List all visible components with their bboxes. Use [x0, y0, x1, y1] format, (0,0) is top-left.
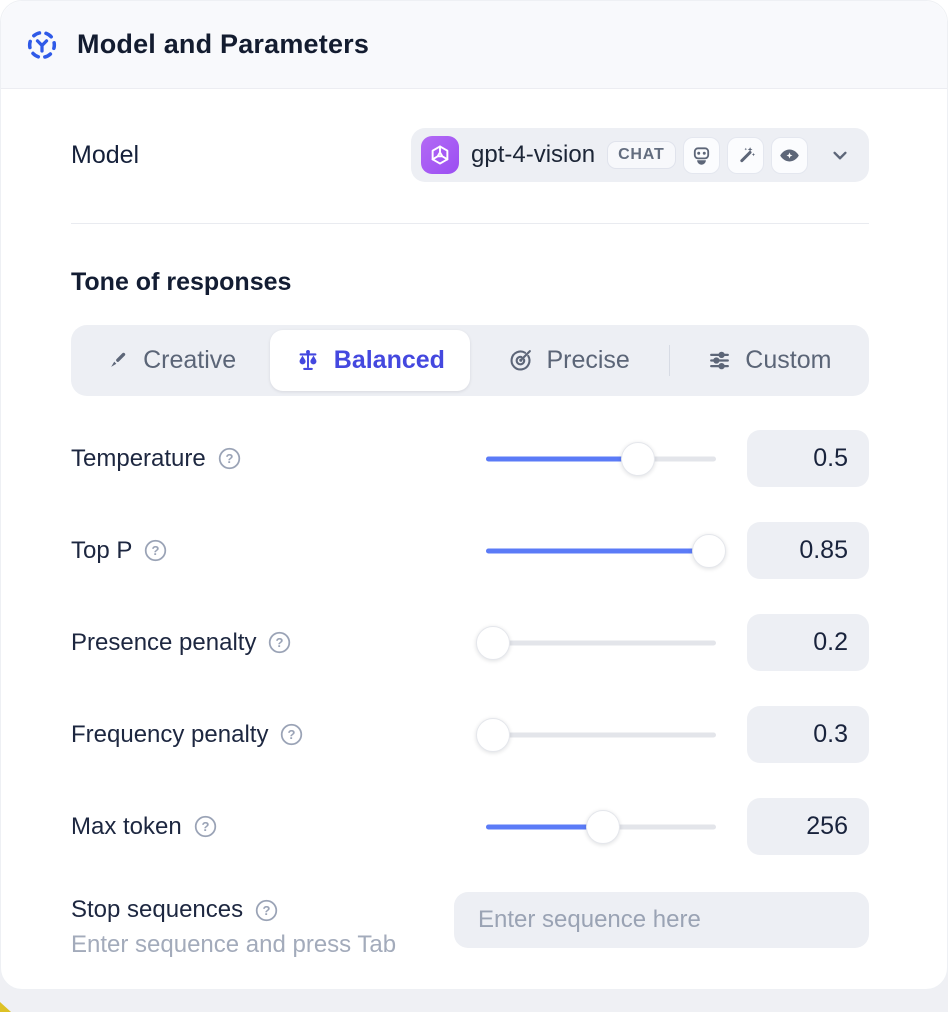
top-p-row: Top P ? 0.85: [71, 522, 869, 579]
slider-thumb[interactable]: [620, 441, 655, 476]
svg-text:?: ?: [276, 635, 284, 650]
presence-penalty-slider[interactable]: [475, 625, 716, 660]
help-icon[interactable]: ?: [279, 722, 304, 747]
section-divider: [71, 223, 869, 224]
stop-sequences-hint: Enter sequence and press Tab: [71, 931, 397, 958]
frequency-penalty-label: Frequency penalty: [71, 720, 269, 748]
temperature-value[interactable]: 0.5: [747, 430, 869, 487]
panel-header: Model and Parameters: [1, 1, 947, 89]
model-and-parameters-panel: Model and Parameters Model gpt-4-vision …: [0, 0, 948, 990]
tab-creative[interactable]: Creative: [71, 330, 270, 391]
panel-title: Model and Parameters: [77, 29, 370, 59]
svg-text:?: ?: [263, 902, 271, 917]
model-hub-icon: [27, 30, 57, 59]
help-icon[interactable]: ?: [217, 446, 242, 471]
help-icon[interactable]: ?: [254, 898, 279, 923]
balance-scale-icon: [299, 349, 317, 370]
vision-capability-chip: [770, 136, 808, 174]
slider-thumb[interactable]: [475, 625, 510, 660]
help-icon[interactable]: ?: [193, 814, 218, 839]
top-p-slider[interactable]: [486, 533, 727, 568]
tab-custom-label: Custom: [745, 346, 832, 374]
slider-thumb[interactable]: [586, 809, 621, 844]
tab-balanced[interactable]: Balanced: [270, 330, 470, 391]
top-p-value[interactable]: 0.85: [747, 522, 869, 579]
help-icon[interactable]: ?: [143, 538, 168, 563]
svg-text:?: ?: [201, 819, 209, 834]
tone-segmented-control: Creative Balanced: [71, 325, 869, 396]
magic-wand-capability-chip: [726, 136, 764, 174]
frequency-penalty-slider[interactable]: [475, 717, 716, 752]
tab-precise[interactable]: Precise: [470, 330, 669, 391]
paintbrush-icon: [111, 352, 126, 367]
temperature-label: Temperature: [71, 444, 206, 472]
top-p-label: Top P: [71, 536, 133, 564]
svg-text:?: ?: [225, 451, 233, 466]
robot-capability-chip: [682, 136, 720, 174]
vision-eye-icon: [779, 149, 799, 161]
tone-heading: Tone of responses: [71, 268, 292, 296]
frequency-penalty-row: Frequency penalty ? 0.3: [71, 706, 869, 763]
tab-precise-label: Precise: [546, 346, 630, 374]
tab-custom[interactable]: Custom: [670, 330, 869, 391]
openai-logo-icon: [421, 136, 459, 174]
max-token-value[interactable]: 256: [747, 798, 869, 855]
slider-thumb[interactable]: [692, 533, 727, 568]
frequency-penalty-value[interactable]: 0.3: [747, 706, 869, 763]
help-icon[interactable]: ?: [267, 630, 292, 655]
stop-sequences-row: Stop sequences ? Enter sequence and pres…: [71, 892, 869, 959]
max-token-row: Max token ? 256: [71, 798, 869, 855]
temperature-slider[interactable]: [486, 441, 716, 476]
presence-penalty-label: Presence penalty: [71, 628, 257, 656]
tab-creative-label: Creative: [143, 346, 237, 374]
slider-thumb[interactable]: [475, 717, 510, 752]
segmented-divider: [668, 345, 670, 376]
stop-sequences-label: Stop sequences: [71, 896, 244, 923]
presence-penalty-row: Presence penalty ? 0.2: [71, 614, 869, 671]
model-label: Model: [71, 140, 140, 169]
target-icon: [510, 350, 532, 371]
svg-text:?: ?: [288, 727, 296, 742]
robot-icon: [693, 146, 709, 165]
corner-accent-shape: [0, 1002, 11, 1012]
chat-type-badge: CHAT: [607, 141, 676, 169]
stop-sequence-input[interactable]: [454, 892, 869, 948]
temperature-row: Temperature ? 0.5: [71, 430, 869, 487]
magic-wand-icon: [739, 146, 755, 162]
model-row: Model gpt-4-vision CHAT: [71, 128, 869, 182]
max-token-label: Max token: [71, 812, 182, 840]
chevron-down-icon: [827, 142, 853, 168]
tab-balanced-label: Balanced: [333, 346, 445, 374]
selected-model-name: gpt-4-vision: [471, 141, 596, 168]
sliders-icon: [710, 351, 730, 370]
parameters-section: Temperature ? 0.5 Top P ?: [71, 430, 869, 855]
svg-text:?: ?: [152, 543, 160, 558]
presence-penalty-value[interactable]: 0.2: [747, 614, 869, 671]
max-token-slider[interactable]: [486, 809, 716, 844]
model-select-dropdown[interactable]: gpt-4-vision CHAT: [411, 128, 869, 182]
